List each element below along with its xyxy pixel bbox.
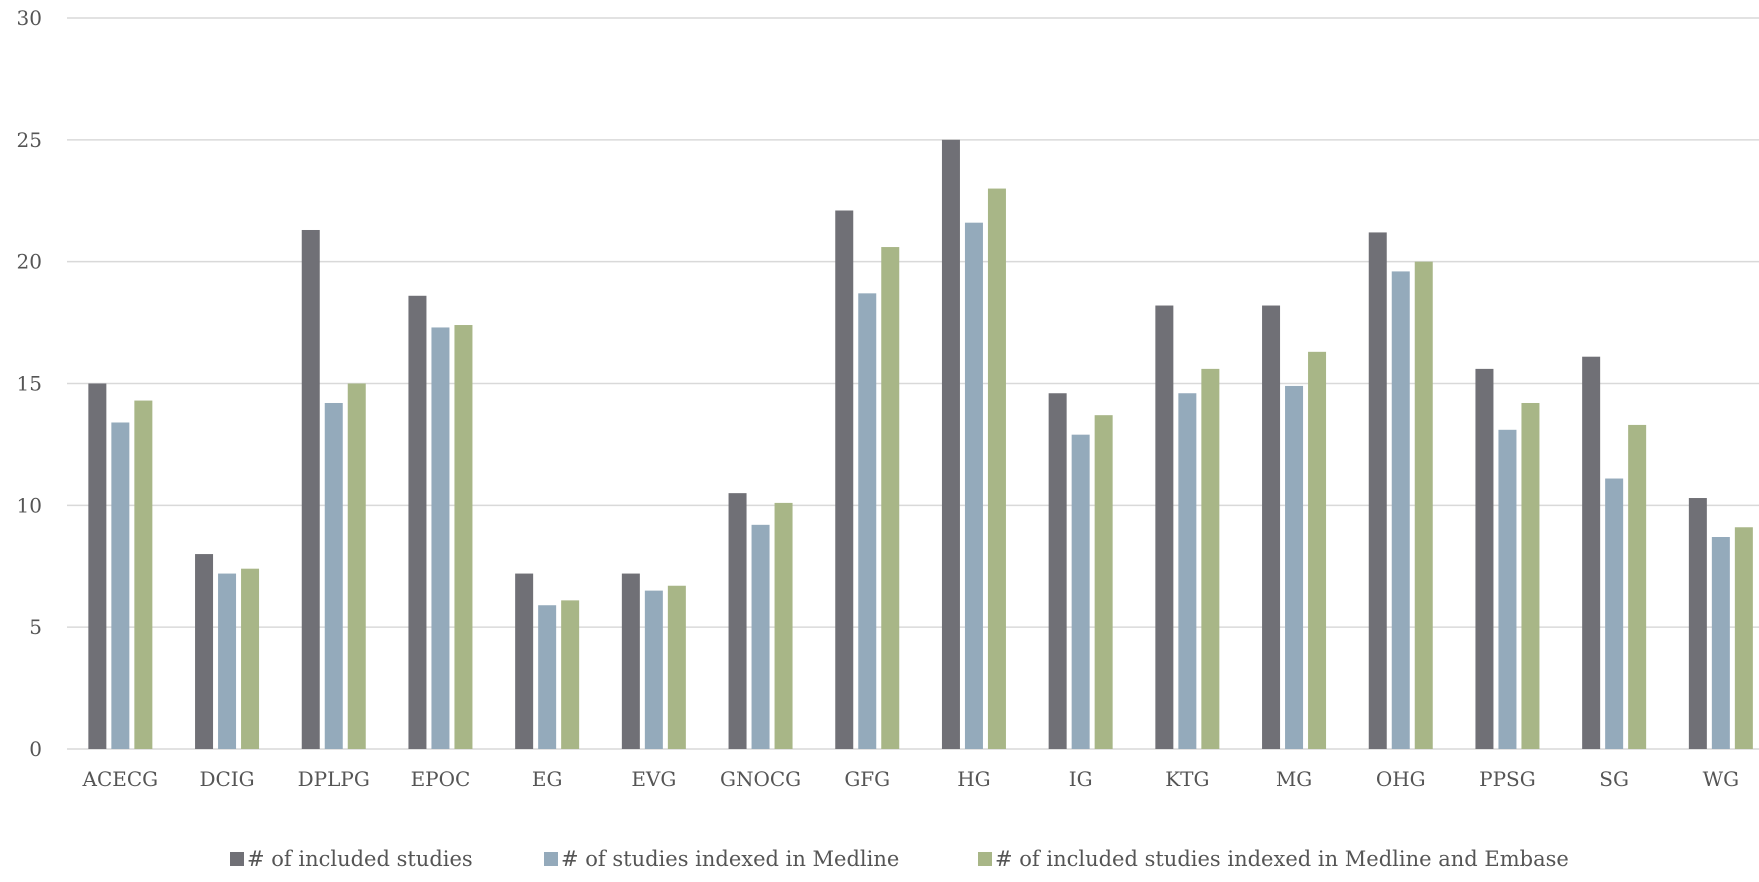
x-category-label: GFG — [844, 767, 890, 791]
bar-sg-series-1 — [1582, 356, 1601, 749]
y-tick-label: 0 — [29, 737, 42, 761]
bar-sg-series-2 — [1605, 478, 1624, 749]
bar-acecg-series-1 — [88, 383, 107, 749]
y-tick-label: 5 — [29, 615, 42, 639]
bar-ohg-series-3 — [1414, 261, 1433, 749]
bar-wg-series-1 — [1688, 498, 1707, 749]
x-category-label: EVG — [631, 767, 676, 791]
bar-ktg-series-3 — [1201, 368, 1220, 749]
bar-epoc-series-2 — [431, 327, 450, 749]
legend-swatch — [230, 852, 244, 866]
bar-ppsg-series-3 — [1521, 402, 1540, 749]
bar-wg-series-2 — [1711, 537, 1730, 749]
bar-evg-series-2 — [644, 590, 663, 749]
bar-eg-series-1 — [515, 573, 534, 749]
y-tick-label: 25 — [17, 128, 42, 152]
y-tick-label: 10 — [17, 493, 42, 517]
bar-mg-series-2 — [1285, 385, 1304, 749]
bar-dcig-series-1 — [195, 554, 214, 749]
x-category-label: SG — [1599, 767, 1629, 791]
bar-hg-series-2 — [964, 222, 983, 749]
x-category-label: DPLPG — [298, 767, 370, 791]
bar-gfg-series-3 — [881, 247, 900, 749]
bar-eg-series-3 — [561, 600, 580, 749]
y-axis-tick-labels: 0 5 10 15 20 25 30 — [17, 6, 42, 761]
bar-ig-series-1 — [1048, 393, 1067, 749]
bar-gfg-series-1 — [835, 210, 854, 749]
x-category-label: IG — [1069, 767, 1093, 791]
legend-label: # of included studies indexed in Medline… — [995, 847, 1569, 871]
bar-epoc-series-3 — [454, 325, 473, 749]
bar-acecg-series-2 — [111, 422, 130, 749]
y-tick-label: 15 — [17, 372, 42, 396]
bar-gnocg-series-2 — [751, 524, 770, 749]
x-category-label: GNOCG — [720, 767, 801, 791]
bar-ktg-series-2 — [1178, 393, 1197, 749]
bar-acecg-series-3 — [134, 400, 153, 749]
bar-hg-series-3 — [987, 188, 1006, 750]
bar-wg-series-3 — [1734, 527, 1753, 749]
bar-dplpg-series-2 — [324, 402, 343, 749]
x-category-label: ACECG — [82, 767, 159, 791]
bar-dplpg-series-3 — [347, 383, 366, 749]
bar-sg-series-3 — [1628, 424, 1647, 749]
bar-ig-series-2 — [1071, 434, 1090, 749]
x-category-label: OHG — [1376, 767, 1426, 791]
y-tick-label: 30 — [17, 6, 42, 30]
bar-ppsg-series-2 — [1498, 429, 1517, 749]
bar-ohg-series-2 — [1391, 271, 1410, 749]
bar-evg-series-3 — [667, 585, 686, 749]
bar-ppsg-series-1 — [1475, 368, 1494, 749]
bar-eg-series-2 — [538, 605, 557, 749]
bar-dplpg-series-1 — [301, 229, 320, 750]
x-category-label: PPSG — [1479, 767, 1536, 791]
y-tick-label: 20 — [17, 250, 42, 274]
x-category-label: EPOC — [411, 767, 471, 791]
legend-swatch — [544, 852, 558, 866]
bar-hg-series-1 — [941, 139, 960, 750]
bar-epoc-series-1 — [408, 295, 427, 749]
x-category-label: MG — [1276, 767, 1312, 791]
bars — [88, 139, 1753, 750]
bar-ktg-series-1 — [1155, 305, 1174, 749]
legend-swatch — [978, 852, 992, 866]
x-category-label: EG — [532, 767, 563, 791]
bar-gnocg-series-1 — [728, 493, 747, 749]
bar-ig-series-3 — [1094, 415, 1113, 749]
x-category-label: WG — [1703, 767, 1740, 791]
bar-dcig-series-3 — [241, 568, 260, 749]
x-axis-category-labels: ACECG DCIG DPLPG EPOC EG EVG GNOCG GFG HG IG KTG MG… — [82, 767, 1740, 791]
legend: # of included studies # of studies indexe… — [230, 847, 1569, 871]
legend-label: # of included studies — [247, 847, 473, 871]
legend-label: # of studies indexed in Medline — [561, 847, 899, 871]
bar-evg-series-1 — [621, 573, 640, 749]
bar-mg-series-3 — [1308, 351, 1327, 749]
bar-mg-series-1 — [1262, 305, 1281, 749]
bar-ohg-series-1 — [1368, 232, 1387, 750]
bar-gnocg-series-3 — [774, 502, 793, 749]
x-category-label: HG — [957, 767, 990, 791]
bar-dcig-series-2 — [218, 573, 237, 749]
bar-gfg-series-2 — [858, 293, 877, 749]
x-category-label: DCIG — [199, 767, 254, 791]
x-category-label: KTG — [1165, 767, 1209, 791]
